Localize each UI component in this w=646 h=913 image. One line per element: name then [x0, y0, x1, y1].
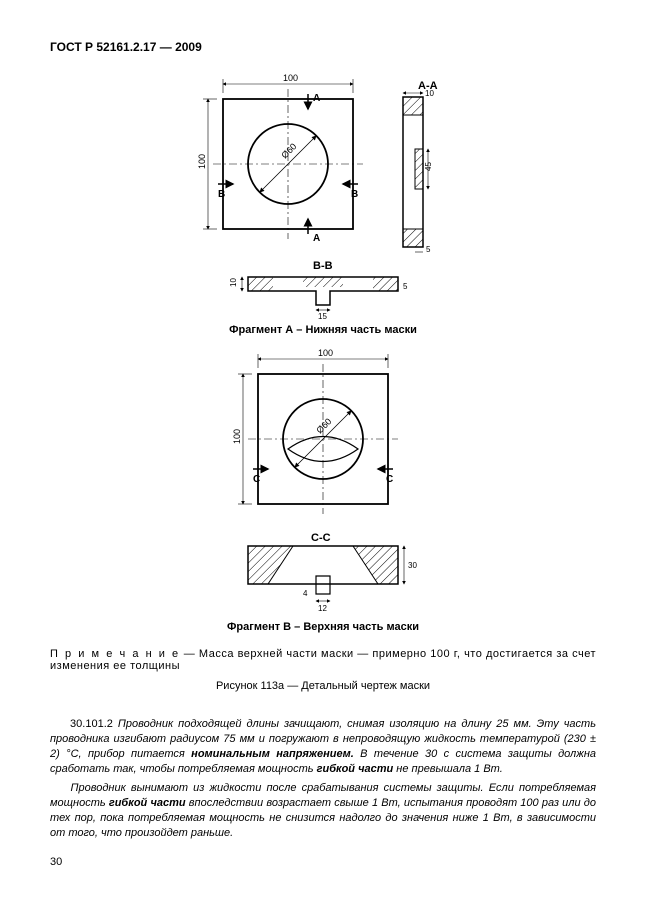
- section-bb-label: В-В: [313, 260, 333, 272]
- dim-aa-5: 5: [426, 245, 431, 254]
- arrow-c-right: C: [386, 474, 393, 485]
- fragment-b-caption: Фрагмент В – Верхняя часть маски: [50, 621, 596, 633]
- dim-cc-12: 12: [318, 604, 327, 613]
- section-cc-label: С-С: [311, 532, 331, 544]
- fragment-a-caption: Фрагмент А – Нижняя часть маски: [50, 324, 596, 336]
- doc-header: ГОСТ Р 52161.2.17 — 2009: [50, 40, 596, 54]
- dim-bb-10: 10: [229, 278, 238, 287]
- paragraph-2: Проводник вынимают из жидкости после сра…: [50, 781, 596, 840]
- page-number: 30: [50, 856, 596, 868]
- dim-cc-30: 30: [408, 561, 417, 570]
- dim-100-left-b: 100: [232, 429, 242, 444]
- paragraph-1: 30.101.2 Проводник подходящей длины зачи…: [50, 717, 596, 776]
- dim-aa-45: 45: [424, 162, 433, 171]
- dim-cc-4: 4: [303, 589, 308, 598]
- arrow-a-bot: A: [313, 233, 320, 244]
- arrow-b-right: B: [351, 189, 358, 200]
- figure-caption: Рисунок 113а — Детальный чертеж маски: [50, 680, 596, 692]
- note-text: П р и м е ч а н и е — Масса верхней част…: [50, 648, 596, 672]
- dim-100-top-a: 100: [283, 73, 298, 83]
- arrow-b-left: B: [218, 189, 225, 200]
- arrow-a-top: A: [313, 93, 320, 104]
- dim-bb-5: 5: [403, 282, 408, 291]
- dim-diam-a: Ø60: [279, 141, 298, 160]
- arrow-c-left: C: [253, 474, 260, 485]
- technical-drawing: Ø60 100 100 A A: [50, 69, 596, 633]
- dim-100-left-a: 100: [197, 154, 207, 169]
- dim-bb-15: 15: [318, 312, 327, 319]
- dim-diam-b: Ø60: [314, 416, 333, 435]
- dim-aa-10: 10: [425, 89, 434, 98]
- dim-100-top-b: 100: [318, 348, 333, 358]
